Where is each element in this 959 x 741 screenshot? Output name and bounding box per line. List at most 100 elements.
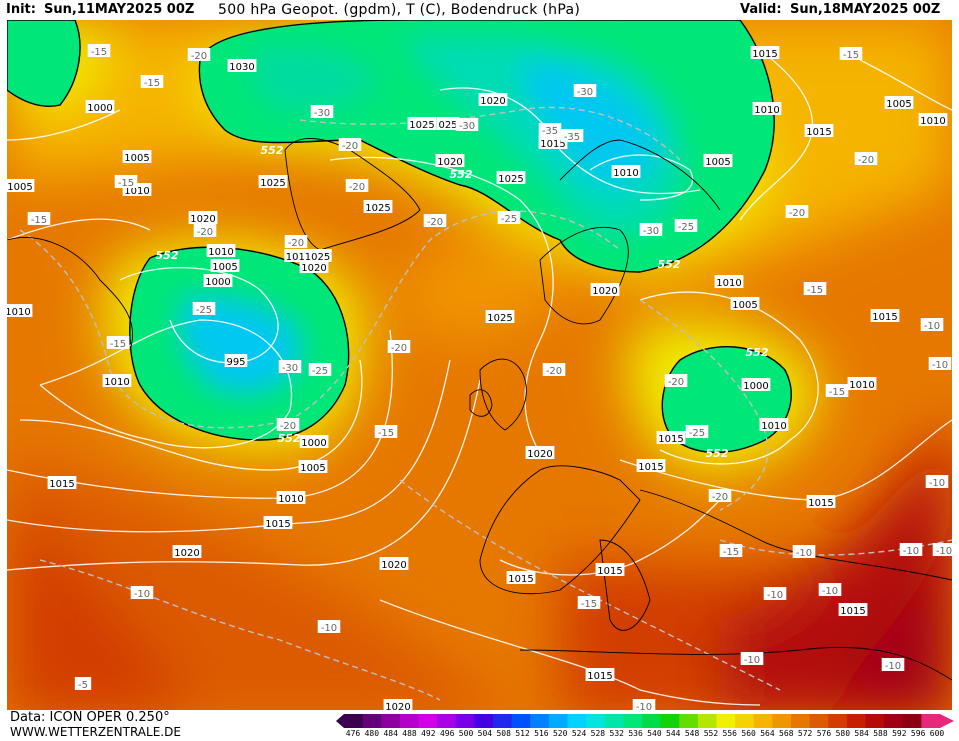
pressure-label-box: [703, 154, 733, 167]
pressure-label-box: [210, 259, 240, 272]
pressure-label: 1010: [847, 377, 877, 391]
pressure-label: 1010: [714, 275, 744, 289]
pressure-label-box: [284, 249, 332, 262]
website-label: WWW.WETTERZENTRALE.DE: [10, 725, 181, 739]
temperature-label: -15: [839, 47, 863, 61]
temperature-label-box: [632, 699, 656, 710]
pressure-label: 1015: [506, 571, 536, 585]
pressure-label-box: [122, 150, 152, 163]
legend-tick-label: 556: [722, 729, 737, 738]
temperature-label-box: [187, 48, 211, 61]
pressure-label-text: 1000: [301, 438, 326, 449]
temperature-label-text: -15: [31, 215, 47, 226]
legend-tick-label: 596: [910, 729, 926, 738]
pressure-label-text: 1015: [808, 498, 833, 509]
temperature-label-text: -25: [312, 366, 328, 377]
pressure-label-box: [804, 124, 834, 137]
temperature-label: -25: [192, 302, 216, 316]
legend-tick-label: 536: [628, 729, 643, 738]
pressure-label: 1005: [730, 297, 760, 311]
geopotential-label-text: 552: [746, 346, 769, 359]
temperature-label: -25: [685, 425, 709, 439]
temperature-label-text: -15: [144, 78, 160, 89]
legend-tick-label: 504: [477, 729, 493, 738]
legend-tick-label: 572: [797, 729, 813, 738]
temperature-label-text: -20: [197, 227, 213, 238]
temperature-label-box: [87, 44, 111, 57]
temperature-label-box: [276, 418, 300, 431]
pressure-label-box: [585, 668, 615, 681]
temperature-label-box: [928, 357, 952, 370]
temperature-label-text: -15: [829, 387, 845, 398]
temperature-label: -25: [497, 211, 521, 225]
temperature-label-box: [825, 384, 849, 397]
pressure-label: 1015: [263, 516, 293, 530]
pressure-label: 1015: [804, 124, 834, 138]
temperature-label-text: -10: [929, 478, 945, 489]
temperature-label: -35: [560, 129, 584, 143]
pressure-label-text: 1020: [381, 560, 406, 571]
pressure-label-text: 1000: [87, 103, 112, 114]
temperature-label-text: -25: [501, 214, 517, 225]
pressure-label-box: [506, 571, 536, 584]
pressure-label-text: 1015: [597, 566, 622, 577]
color-legend: [336, 714, 954, 728]
weather-map: 1030 1000 1005 1010 1025 1025 1025 025 1020 1020 1…: [7, 20, 952, 710]
temperature-label: -10: [818, 583, 842, 597]
legend-swatch: [753, 714, 773, 728]
temperature-label-box: [374, 425, 398, 438]
pressure-label: 1010: [206, 244, 236, 258]
data-source-label: Data: ICON OPER 0.250°: [10, 710, 170, 725]
pressure-label: 1020: [383, 699, 413, 710]
temperature-label: -10: [920, 318, 944, 332]
pressure-label: 1000: [741, 378, 771, 392]
pressure-label-box: [263, 516, 293, 529]
temperature-label-box: [27, 212, 51, 225]
pressure-label-box: [436, 117, 460, 130]
temperature-label-text: -15: [118, 178, 134, 189]
legend-tick-label: 480: [364, 729, 380, 738]
legend-swatch: [437, 714, 457, 728]
pressure-label-box: [203, 274, 233, 287]
temperature-label-box: [423, 214, 447, 227]
pressure-label-text: 1020: [480, 96, 505, 107]
legend-tick-label: 548: [684, 729, 700, 738]
legend-tick-label: 500: [458, 729, 474, 738]
legend-swatch: [567, 714, 587, 728]
legend-arrow-right: [940, 714, 954, 728]
geopotential-label-text: 552: [278, 432, 301, 445]
pressure-label-text: 1015: [806, 127, 831, 138]
temperature-label-text: -15: [723, 547, 739, 558]
pressure-label-text: 1010: [920, 116, 945, 127]
temperature-label-box: [560, 129, 584, 142]
legend-swatch: [697, 714, 717, 728]
pressure-label: 1000: [203, 274, 233, 288]
temperature-label-text: -15: [378, 428, 394, 439]
valid-label: Valid:: [740, 2, 782, 17]
legend-tick-label: 592: [892, 729, 907, 738]
pressure-label-text: 1025: [409, 120, 434, 131]
temperature-label: -15: [803, 282, 827, 296]
legend-tick-label: 540: [647, 729, 662, 738]
pressure-label-text: 1005: [705, 157, 730, 168]
pressure-label: 1000: [299, 435, 329, 449]
temperature-label: -15: [825, 384, 849, 398]
temperature-label: -15: [27, 212, 51, 226]
pressure-label-text: 1020: [174, 548, 199, 559]
temperature-label-text: -30: [459, 121, 475, 132]
pressure-label-box: [258, 175, 288, 188]
pressure-label-text: 1025: [365, 203, 390, 214]
temperature-label-box: [685, 425, 709, 438]
temperature-label: -20: [284, 235, 308, 249]
temperature-label-text: -15: [807, 285, 823, 296]
pressure-label: 1025: [407, 117, 437, 131]
pressure-label-text: 1011025: [286, 252, 331, 263]
pressure-label-box: [741, 378, 771, 391]
legend-tick-label: 544: [666, 729, 681, 738]
legend-swatch: [735, 714, 755, 728]
temperature-label-text: -20: [391, 343, 407, 354]
pressure-label-text: 1010: [104, 377, 129, 388]
temperature-label: -15: [106, 336, 130, 350]
temperature-label-text: -20: [288, 238, 304, 249]
pressure-label: 1010: [7, 304, 33, 318]
